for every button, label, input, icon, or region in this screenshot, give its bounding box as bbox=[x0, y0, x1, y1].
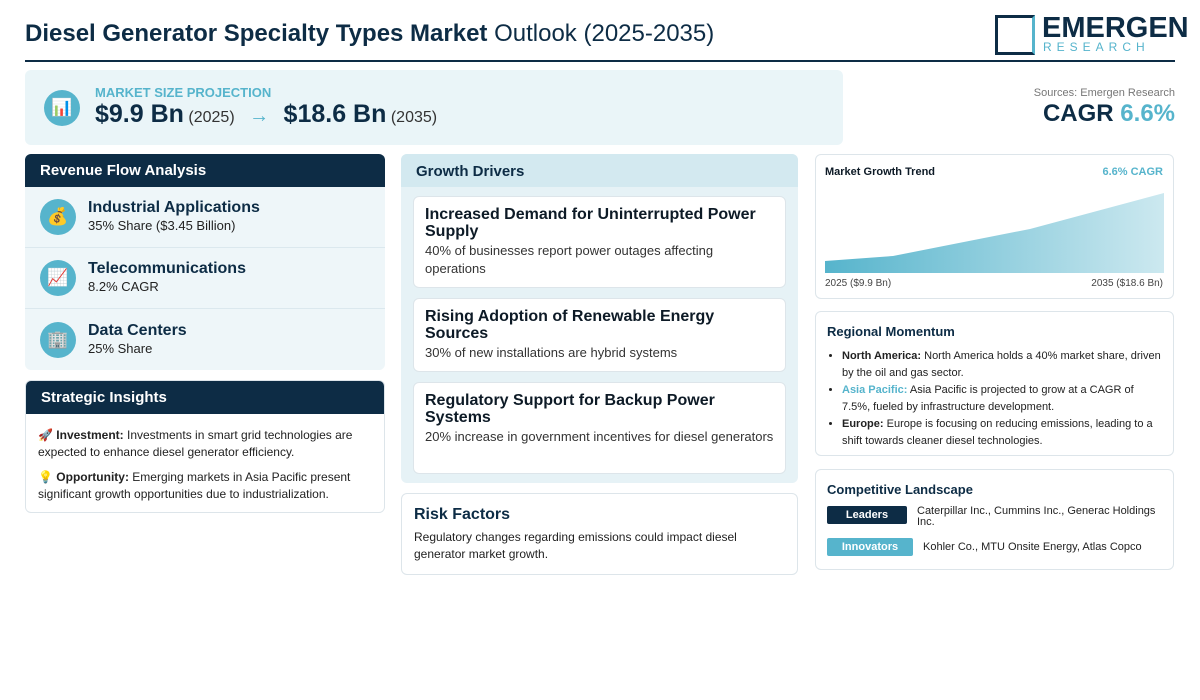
strategic-insights: Strategic Insights 🚀 Investment: Investm… bbox=[25, 380, 385, 513]
region-name: North America: bbox=[842, 350, 922, 362]
comp-row: Innovators Kohler Co., MTU Onsite Energy,… bbox=[827, 538, 1162, 556]
revenue-item: 🏢 Data Centers 25% Share bbox=[25, 309, 385, 370]
revenue-item: 📈 Telecommunications 8.2% CAGR bbox=[25, 248, 385, 309]
item-name: Industrial Applications bbox=[88, 199, 260, 216]
start-year: (2025) bbox=[188, 109, 235, 126]
insight-text: Emerging markets in Asia Pacific present… bbox=[38, 470, 351, 501]
item-detail: 8.2% CAGR bbox=[88, 279, 159, 294]
driver-text: 40% of businesses report power outages a… bbox=[425, 243, 714, 276]
source: Sources: Emergen Research bbox=[1033, 87, 1175, 99]
projection-box: 📊 MARKET SIZE PROJECTION $9.9 Bn (2025) … bbox=[25, 70, 843, 145]
insight-icon: 🚀 bbox=[38, 428, 53, 442]
item-icon: 🏢 bbox=[40, 321, 76, 358]
insight-icon: 💡 bbox=[38, 470, 53, 484]
region-list: North America: North America holds a 40%… bbox=[827, 348, 1162, 449]
region-text: Europe is focusing on reducing emissions… bbox=[842, 418, 1153, 447]
competitive-landscape: Competitive Landscape Leaders Caterpillar… bbox=[815, 469, 1174, 570]
cagr-value: 6.6% bbox=[1120, 100, 1175, 127]
title-rest: Outlook (2025-2035) bbox=[494, 20, 715, 47]
comp-row: Leaders Caterpillar Inc., Cummins Inc., G… bbox=[827, 506, 1162, 528]
driver-title: Increased Demand for Uninterrupted Power… bbox=[425, 206, 756, 240]
risk-text: Regulatory changes regarding emissions c… bbox=[414, 530, 737, 561]
region-item: North America: North America holds a 40%… bbox=[842, 348, 1162, 381]
driver-title: Regulatory Support for Backup Power Syst… bbox=[425, 392, 715, 426]
market-trend: Market Growth Trend 6.6% CAGR 2025 ($9.9… bbox=[815, 154, 1174, 299]
region-text: North America holds a 40% market share, … bbox=[842, 350, 1161, 379]
item-icon: 💰 bbox=[40, 199, 76, 235]
region-item: Europe: Europe is focusing on reducing e… bbox=[842, 416, 1162, 449]
driver-title: Rising Adoption of Renewable Energy Sour… bbox=[425, 308, 715, 342]
insight-label: Opportunity: bbox=[56, 470, 129, 484]
section-title: Strategic Insights bbox=[26, 381, 384, 414]
trend-start: 2025 ($9.9 Bn) bbox=[825, 278, 892, 289]
comp-text: Caterpillar Inc., Cummins Inc., Generac … bbox=[917, 505, 1156, 528]
header-rule bbox=[25, 60, 1175, 62]
end-year: (2035) bbox=[390, 109, 438, 126]
regional-momentum: Regional Momentum North America: North A… bbox=[815, 311, 1174, 456]
region-name: Asia Pacific: bbox=[842, 384, 908, 396]
item-name: Telecommunications bbox=[88, 260, 246, 277]
section-title: Growth Drivers bbox=[401, 154, 798, 187]
revenue-flow: Revenue Flow Analysis 💰 Industrial Applic… bbox=[25, 154, 385, 370]
trend-title: Market Growth Trend bbox=[825, 166, 936, 178]
comp-tag: Leaders bbox=[827, 506, 907, 524]
risk-factors: Risk Factors Regulatory changes regardin… bbox=[401, 493, 798, 575]
driver-card: Regulatory Support for Backup Power Syst… bbox=[413, 382, 786, 474]
projection-label: MARKET SIZE PROJECTION bbox=[95, 85, 272, 100]
item-detail: 25% Share bbox=[88, 340, 153, 356]
insight: 🚀 Investment: Investments in smart grid … bbox=[38, 427, 373, 461]
logo-mark bbox=[995, 15, 1035, 55]
section-title: Risk Factors bbox=[414, 506, 511, 523]
area bbox=[825, 193, 1164, 273]
trend-badge: 6.6% CAGR bbox=[1102, 166, 1163, 178]
comp-tag: Innovators bbox=[827, 538, 913, 556]
section-title: Competitive Landscape bbox=[827, 482, 973, 497]
item-icon: 📈 bbox=[40, 260, 76, 296]
insight: 💡 Opportunity: Emerging markets in Asia … bbox=[38, 469, 373, 503]
end-value: $18.6 Bn bbox=[283, 100, 387, 128]
comp-text: Kohler Co., MTU Onsite Energy, Atlas Cop… bbox=[923, 541, 1142, 553]
section-title: Regional Momentum bbox=[827, 324, 955, 339]
driver-card: Increased Demand for Uninterrupted Power… bbox=[413, 196, 786, 288]
start-value: $9.9 Bn bbox=[95, 100, 184, 128]
revenue-item: 💰 Industrial Applications 35% Share ($3.45… bbox=[25, 187, 385, 248]
logo-main: EMERGEN bbox=[1042, 12, 1189, 44]
item-name: Data Centers bbox=[88, 321, 187, 339]
page-title: Diesel Generator Specialty Types Market … bbox=[25, 20, 714, 48]
trend-area bbox=[825, 193, 1164, 273]
insight-text: Investments in smart grid technologies a… bbox=[38, 428, 353, 459]
projection-icon: 📊 bbox=[44, 90, 80, 126]
trend-end: 2035 ($18.6 Bn) bbox=[1091, 278, 1163, 289]
region-item: Asia Pacific: Asia Pacific is projected … bbox=[842, 382, 1162, 415]
logo-sub: RESEARCH bbox=[1043, 40, 1150, 54]
cagr-label: CAGR bbox=[1042, 100, 1114, 127]
driver-text: 20% increase in government incentives fo… bbox=[425, 429, 774, 444]
growth-drivers: Growth Drivers Increased Demand for Unin… bbox=[401, 154, 798, 483]
insight-label: Investment: bbox=[56, 428, 124, 442]
item-detail: 35% Share ($3.45 Billion) bbox=[88, 218, 236, 233]
arrow: → bbox=[249, 105, 270, 127]
driver-text: 30% of new installations are hybrid syst… bbox=[425, 345, 678, 360]
section-title: Revenue Flow Analysis bbox=[25, 154, 385, 187]
title-bold: Diesel Generator Specialty Types Market bbox=[25, 20, 488, 47]
cagr: CAGR 6.6% bbox=[1043, 100, 1175, 128]
region-text: Asia Pacific is projected to grow at a C… bbox=[842, 384, 1134, 413]
driver-card: Rising Adoption of Renewable Energy Sour… bbox=[413, 298, 786, 372]
projection-values: $9.9 Bn (2025) → $18.6 Bn (2035) bbox=[95, 100, 437, 129]
region-name: Europe: bbox=[842, 418, 884, 430]
